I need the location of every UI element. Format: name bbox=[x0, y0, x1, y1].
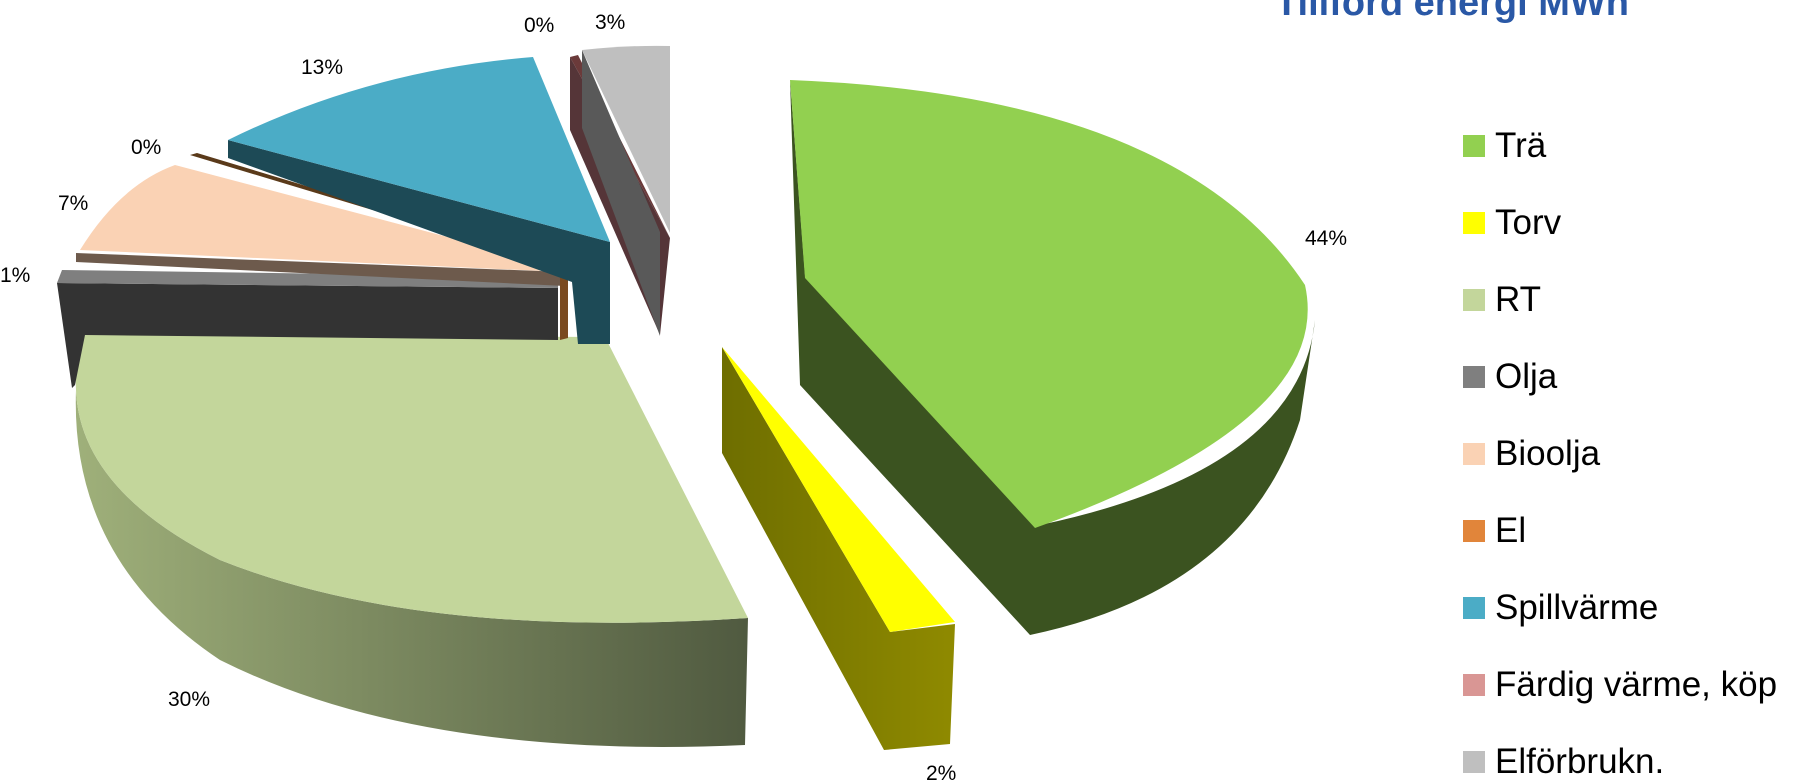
legend-label: Torv bbox=[1495, 203, 1562, 242]
legend-item[interactable]: Bioolja bbox=[1463, 434, 1600, 474]
slice-rt-top bbox=[75, 335, 748, 623]
slice-spillvarme-top bbox=[228, 57, 610, 242]
chart-title: Tillförd energi MWh bbox=[1275, 0, 1629, 24]
legend-swatch bbox=[1463, 597, 1485, 619]
legend-item[interactable]: RT bbox=[1463, 280, 1541, 320]
slice-torv[interactable] bbox=[722, 347, 955, 750]
legend-label: Färdig värme, köp bbox=[1495, 665, 1778, 704]
legend-label: Elförbrukn. bbox=[1495, 742, 1665, 781]
data-label-fardig-varme: 0% bbox=[524, 14, 554, 37]
legend-swatch bbox=[1463, 135, 1485, 157]
slice-torv-side bbox=[722, 347, 955, 750]
slice-elforbrukn-side bbox=[582, 50, 660, 336]
legend-item[interactable]: Torv bbox=[1463, 203, 1561, 243]
data-label-bioolja: 7% bbox=[58, 192, 88, 215]
legend-label: Bioolja bbox=[1495, 434, 1601, 473]
slice-torv-top bbox=[722, 347, 955, 632]
legend-label: RT bbox=[1495, 280, 1542, 319]
slice-bioolja-top bbox=[80, 165, 565, 272]
data-label-rt: 30% bbox=[168, 688, 210, 711]
slice-tra-top bbox=[790, 80, 1308, 528]
slice-tra-side bbox=[790, 80, 1315, 635]
legend-swatch bbox=[1463, 212, 1485, 234]
slice-elforbrukn-top bbox=[582, 45, 670, 234]
slice-olja-side bbox=[57, 283, 558, 388]
legend-swatch bbox=[1463, 674, 1485, 696]
legend-swatch bbox=[1463, 751, 1485, 773]
slice-el-side bbox=[560, 265, 568, 340]
slice-elforbrukn[interactable] bbox=[582, 45, 670, 336]
legend-swatch bbox=[1463, 520, 1485, 542]
slice-rt[interactable] bbox=[75, 335, 749, 747]
data-label-tra: 44% bbox=[1305, 227, 1347, 250]
slice-olja[interactable] bbox=[57, 270, 558, 388]
slice-tra[interactable] bbox=[790, 80, 1315, 635]
slice-rt-side bbox=[75, 390, 749, 747]
legend-item[interactable]: Trä bbox=[1463, 126, 1546, 166]
slice-spillvarme[interactable] bbox=[228, 57, 610, 344]
data-label-el: 0% bbox=[131, 136, 161, 159]
legend-label: Olja bbox=[1495, 357, 1558, 396]
legend-item[interactable]: Elförbrukn. bbox=[1463, 742, 1664, 782]
slice-olja-top bbox=[57, 270, 558, 288]
legend-label: El bbox=[1495, 511, 1527, 550]
legend-label: Trä bbox=[1495, 126, 1547, 165]
data-label-olja: 1% bbox=[0, 264, 30, 287]
legend-item[interactable]: Spillvärme bbox=[1463, 588, 1658, 628]
legend-swatch bbox=[1463, 289, 1485, 311]
slice-bioolja[interactable] bbox=[76, 165, 565, 286]
data-label-torv: 2% bbox=[926, 762, 956, 781]
legend-label: Spillvärme bbox=[1495, 588, 1659, 627]
legend-swatch bbox=[1463, 443, 1485, 465]
legend-item[interactable]: Olja bbox=[1463, 357, 1557, 397]
slice-spillvarme-side bbox=[228, 140, 610, 344]
legend-swatch bbox=[1463, 366, 1485, 388]
legend-item[interactable]: El bbox=[1463, 511, 1526, 551]
data-label-spillvarme: 13% bbox=[301, 56, 343, 79]
legend-item[interactable]: Färdig värme, köp bbox=[1463, 665, 1777, 705]
data-label-elforbrukn: 3% bbox=[595, 11, 625, 34]
slice-bioolja-side bbox=[76, 253, 565, 286]
